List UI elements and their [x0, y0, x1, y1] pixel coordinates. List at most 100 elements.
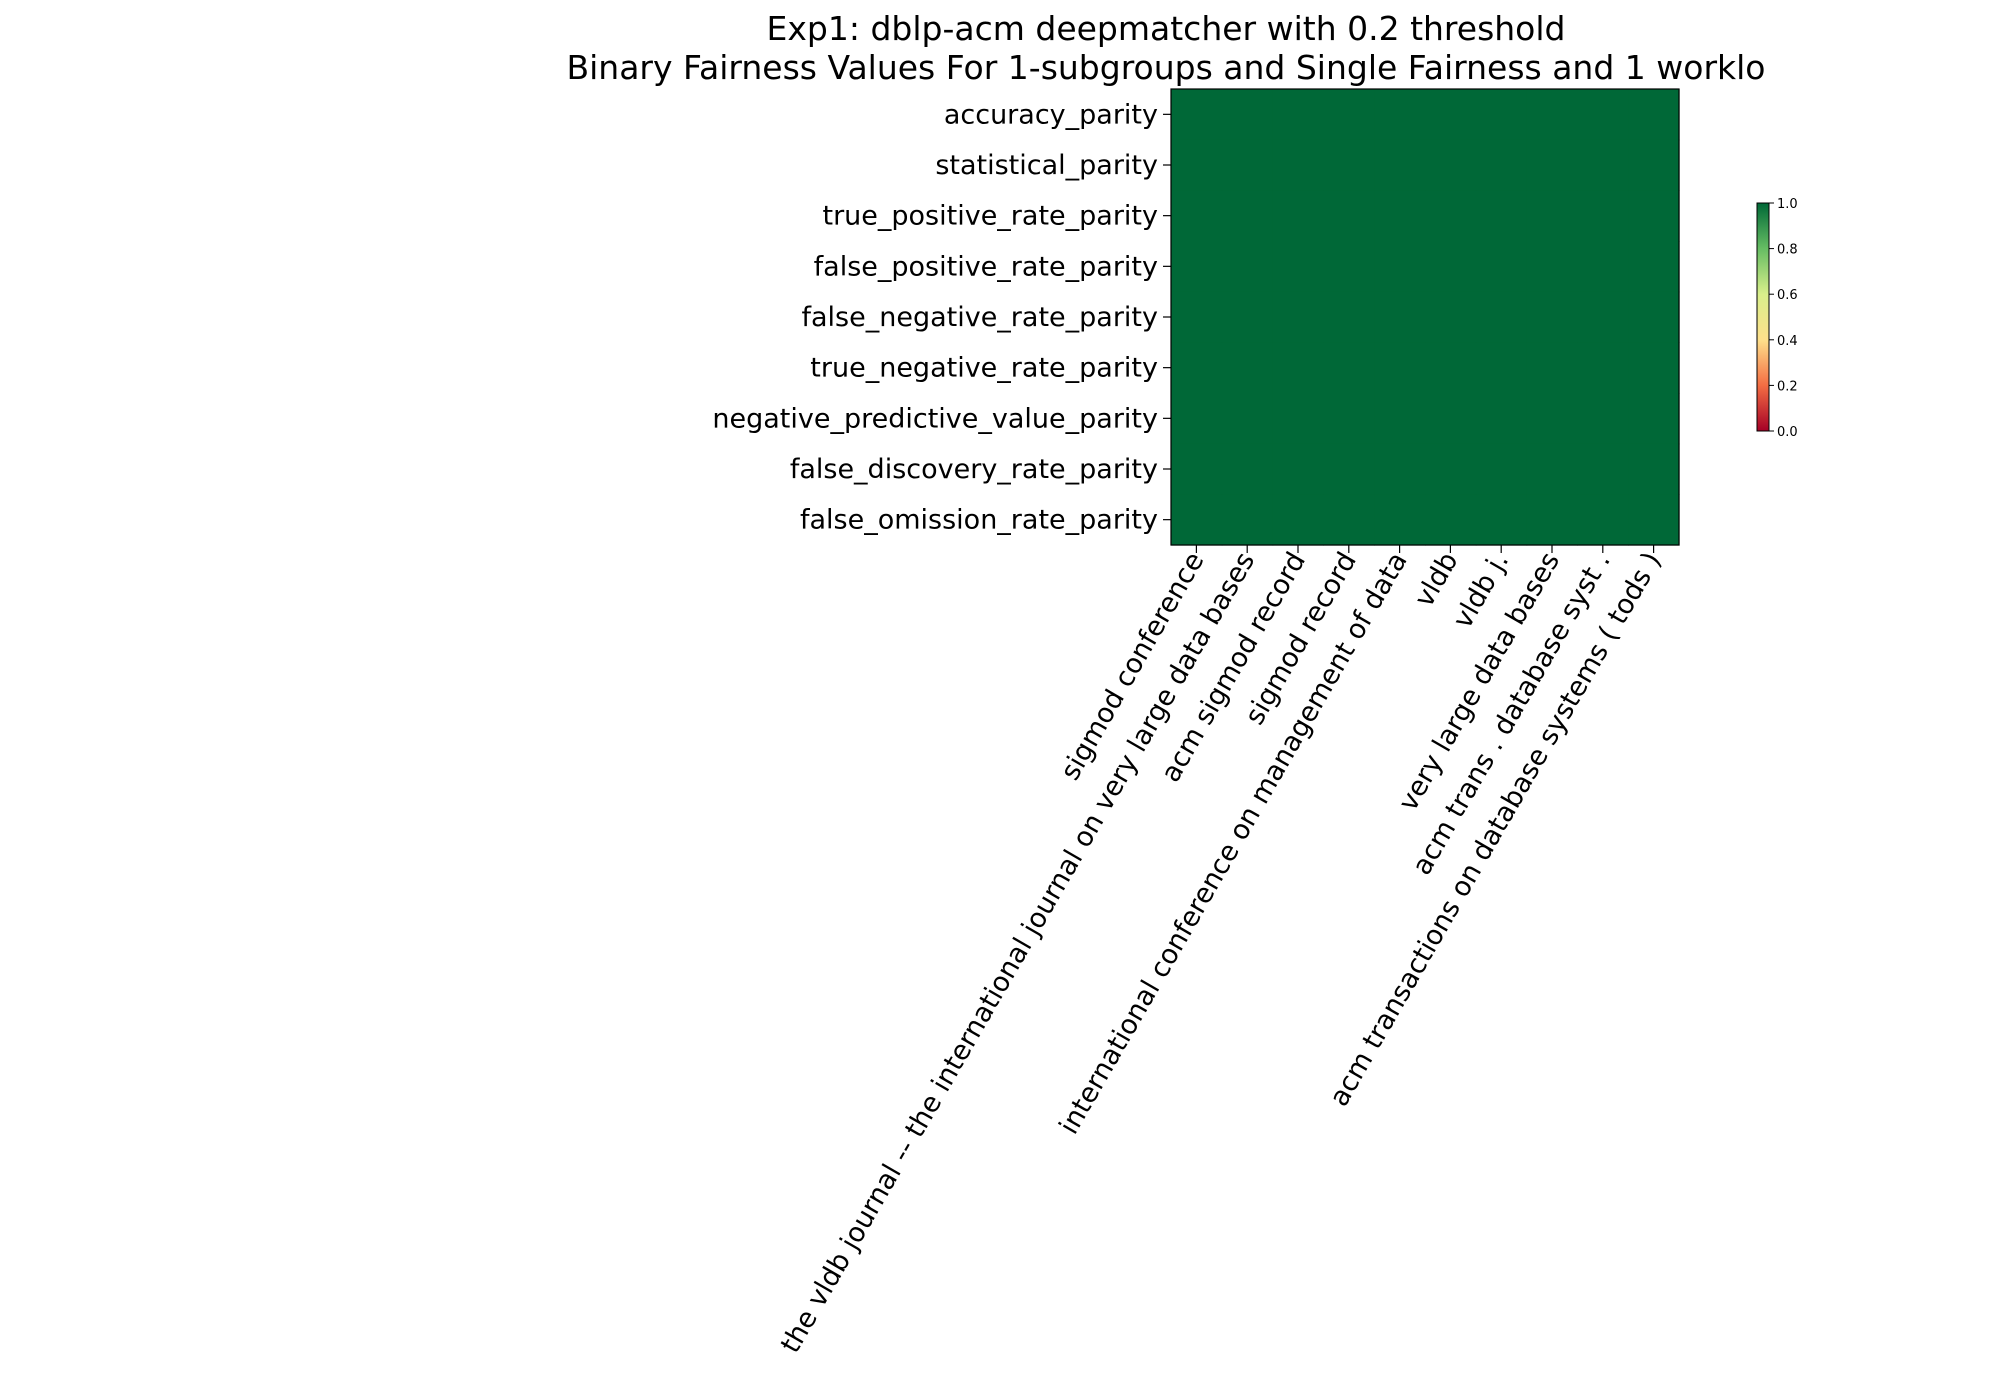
heatmap-cell: [1425, 291, 1477, 343]
heatmap-cell: [1323, 443, 1375, 495]
heatmap-cell: [1577, 139, 1629, 191]
y-tick-label: negative_predictive_value_parity: [712, 403, 1158, 434]
heatmap-cell: [1475, 393, 1528, 445]
heatmap-cell: [1577, 190, 1629, 242]
chart-title-line-1: Exp1: dblp-acm deepmatcher with 0.2 thre…: [767, 9, 1566, 48]
heatmap-cell: [1475, 443, 1528, 495]
heatmap-cell: [1272, 494, 1324, 546]
heatmap-cell: [1272, 443, 1324, 495]
heatmap-cell: [1171, 241, 1223, 293]
heatmap-cell: [1323, 494, 1375, 546]
heatmap-cell: [1628, 89, 1680, 141]
heatmap-cell: [1425, 139, 1477, 191]
y-tick-label: false_positive_rate_parity: [814, 251, 1158, 282]
heatmap-cell: [1374, 443, 1426, 495]
colorbar-ticks: 0.0 0.2 0.4 0.6 0.8 1.0: [1769, 197, 1798, 440]
heatmap-cell: [1323, 241, 1375, 293]
y-tick-label: false_omission_rate_parity: [800, 505, 1158, 536]
colorbar-bar: [1756, 202, 1770, 432]
heatmap-cell: [1526, 291, 1578, 343]
heatmap-cell: [1475, 291, 1528, 343]
heatmap-cell: [1475, 139, 1528, 191]
y-tick-label: false_negative_rate_parity: [801, 302, 1158, 333]
heatmap-cell: [1475, 342, 1528, 394]
heatmap-cell: [1171, 342, 1223, 394]
heatmap-cell: [1577, 494, 1629, 546]
heatmap-cell: [1374, 241, 1426, 293]
y-tick-label: accuracy_parity: [944, 99, 1158, 130]
heatmap-cell: [1577, 241, 1629, 293]
heatmap-cell: [1475, 494, 1528, 546]
heatmap-cell: [1171, 291, 1223, 343]
heatmap-cell: [1221, 494, 1274, 546]
heatmap-cell: [1526, 393, 1578, 445]
heatmap-cell: [1323, 342, 1375, 394]
heatmap-cell: [1526, 494, 1578, 546]
heatmap-cells: [1171, 89, 1680, 546]
heatmap-cell: [1526, 89, 1578, 141]
heatmap-cell: [1577, 342, 1629, 394]
heatmap-cell: [1221, 393, 1274, 445]
heatmap-cell: [1221, 190, 1274, 242]
y-tick-label: statistical_parity: [935, 150, 1158, 181]
colorbar-tick-label: 0.8: [1777, 243, 1798, 258]
y-tick-label: false_discovery_rate_parity: [790, 454, 1158, 485]
heatmap-cell: [1323, 291, 1375, 343]
heatmap-cell: [1323, 393, 1375, 445]
heatmap-cell: [1577, 89, 1629, 141]
heatmap-cell: [1323, 139, 1375, 191]
colorbar-tick-label: 0.0: [1777, 425, 1798, 440]
heatmap-cell: [1171, 139, 1223, 191]
heatmap-cell: [1628, 291, 1680, 343]
heatmap-cell: [1425, 494, 1477, 546]
heatmap-cell: [1425, 342, 1477, 394]
heatmap-cell: [1425, 443, 1477, 495]
heatmap-cell: [1628, 241, 1680, 293]
heatmap-cell: [1272, 89, 1324, 141]
y-tick-label: true_negative_rate_parity: [810, 353, 1158, 384]
heatmap-cell: [1475, 241, 1528, 293]
heatmap-cell: [1272, 342, 1324, 394]
heatmap-cell: [1171, 190, 1223, 242]
heatmap-cell: [1171, 393, 1223, 445]
heatmap-cell: [1374, 89, 1426, 141]
heatmap-cell: [1475, 89, 1528, 141]
heatmap-cell: [1171, 89, 1223, 141]
colorbar-tick-label: 0.2: [1777, 379, 1798, 394]
heatmap-cell: [1425, 190, 1477, 242]
colorbar-tick-label: 0.4: [1777, 334, 1798, 349]
heatmap-cell: [1374, 342, 1426, 394]
heatmap-cell: [1628, 443, 1680, 495]
heatmap-cell: [1374, 494, 1426, 546]
heatmap-cell: [1526, 241, 1578, 293]
heatmap-cell: [1374, 139, 1426, 191]
heatmap-cell: [1526, 139, 1578, 191]
heatmap-cell: [1272, 241, 1324, 293]
heatmap-cell: [1272, 393, 1324, 445]
heatmap-cell: [1425, 393, 1477, 445]
heatmap-cell: [1323, 89, 1375, 141]
heatmap-cell: [1526, 443, 1578, 495]
heatmap-cell: [1171, 494, 1223, 546]
heatmap-cell: [1272, 291, 1324, 343]
heatmap-cell: [1628, 494, 1680, 546]
heatmap-cell: [1475, 190, 1528, 242]
heatmap-cell: [1628, 342, 1680, 394]
heatmap-cell: [1425, 241, 1477, 293]
heatmap-cell: [1323, 190, 1375, 242]
heatmap-cell: [1272, 139, 1324, 191]
heatmap-cell: [1221, 241, 1274, 293]
heatmap-cell: [1526, 342, 1578, 394]
heatmap-cell: [1628, 393, 1680, 445]
heatmap-cell: [1171, 443, 1223, 495]
heatmap-cell: [1577, 443, 1629, 495]
heatmap-cell: [1628, 190, 1680, 242]
colorbar-tick-label: 1.0: [1777, 197, 1798, 212]
heatmap-cell: [1374, 291, 1426, 343]
y-axis-ticks: accuracy_parity statistical_parity true_po…: [712, 99, 1171, 536]
heatmap-cell: [1425, 89, 1477, 141]
heatmap-cell: [1577, 291, 1629, 343]
heatmap-cell: [1374, 393, 1426, 445]
